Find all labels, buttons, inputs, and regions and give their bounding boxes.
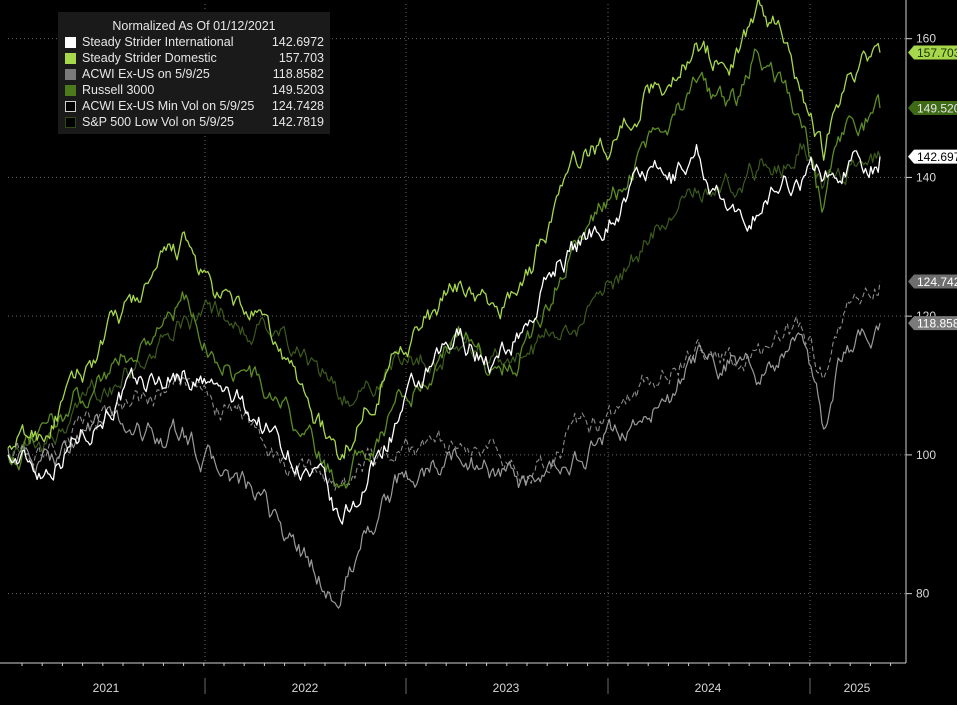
legend-item-1: Steady Strider Domestic 157.703 <box>58 50 330 66</box>
value-tag-2: 118.858 <box>908 316 957 331</box>
legend-value-3: 149.5203 <box>271 83 324 97</box>
legend-value-5: 142.7819 <box>271 115 324 129</box>
y-tick-label-80: 80 <box>916 587 930 601</box>
legend-swatch-1 <box>65 52 76 64</box>
value-tag-label-4: 124.742 <box>917 275 957 289</box>
legend-label-1: Steady Strider Domestic <box>82 51 217 65</box>
y-tick-label-160: 160 <box>916 32 936 46</box>
legend-label-5: S&P 500 Low Vol on 5/9/25 <box>82 115 234 129</box>
value-tag-bg-2 <box>908 316 957 331</box>
value-tag-label-1: 157.703 <box>917 46 957 60</box>
series-line-2 <box>7 322 881 609</box>
chart-title: Normalized As Of 01/12/2021 <box>112 19 276 33</box>
value-tag-bg-3 <box>908 101 957 116</box>
legend-label-2: ACWI Ex-US on 5/9/25 <box>82 67 210 81</box>
value-tag-0: 142.697 <box>908 149 957 164</box>
series-line-1 <box>7 0 881 461</box>
series-line-4 <box>7 281 881 491</box>
value-tag-4: 124.742 <box>908 274 957 289</box>
legend-label-3: Russell 3000 <box>82 83 155 97</box>
series-line-5 <box>7 143 881 461</box>
x-tick-label-2021: 2021 <box>93 681 120 695</box>
legend-item-2: ACWI Ex-US on 5/9/25 118.8582 <box>58 66 330 82</box>
legend-swatch-0 <box>65 36 76 48</box>
y-tick-label-140: 140 <box>916 170 936 184</box>
y-tick-label-100: 100 <box>916 448 936 462</box>
legend-label-0: Steady Strider International <box>82 35 234 49</box>
value-tag-label-2: 118.858 <box>917 317 957 331</box>
legend-swatch-2 <box>65 68 76 80</box>
legend-item-0: Steady Strider International 142.6972 <box>58 34 330 50</box>
legend-label-4: ACWI Ex-US Min Vol on 5/9/25 <box>82 99 255 113</box>
value-tag-bg-0 <box>908 149 957 164</box>
legend-value-4: 124.7428 <box>271 99 324 113</box>
legend: Normalized As Of 01/12/2021 Steady Strid… <box>58 12 330 134</box>
x-tick-label-2022: 2022 <box>292 681 319 695</box>
x-tick-label-2025: 2025 <box>844 681 871 695</box>
series-line-3 <box>7 48 881 489</box>
value-tag-label-3: 149.520 <box>917 102 957 116</box>
x-tick-label-2023: 2023 <box>493 681 520 695</box>
legend-value-0: 142.6972 <box>271 35 324 49</box>
legend-item-5: S&P 500 Low Vol on 5/9/25 142.7819 <box>58 114 330 130</box>
series-lines <box>7 0 881 609</box>
value-tag-bg-4 <box>908 274 957 289</box>
series-line-0 <box>7 144 881 525</box>
legend-swatch-5 <box>65 116 76 128</box>
legend-item-4: ACWI Ex-US Min Vol on 5/9/25 124.7428 <box>58 98 330 114</box>
value-tag-label-0: 142.697 <box>917 150 957 164</box>
value-tag-bg-1 <box>908 45 957 60</box>
value-tag-3: 149.520 <box>908 101 957 116</box>
legend-swatch-4 <box>65 100 76 112</box>
legend-value-2: 118.8582 <box>272 67 324 81</box>
value-tag-1: 157.703 <box>908 45 957 60</box>
legend-swatch-3 <box>65 84 76 96</box>
legend-item-3: Russell 3000 149.5203 <box>58 82 330 98</box>
last-value-tags: 142.697 157.703 118.858 149.520 124.742 <box>908 45 957 331</box>
axes: 8010012014016020212022202320242025 <box>0 0 936 695</box>
legend-value-1: 157.703 <box>278 51 324 65</box>
x-tick-label-2024: 2024 <box>695 681 722 695</box>
